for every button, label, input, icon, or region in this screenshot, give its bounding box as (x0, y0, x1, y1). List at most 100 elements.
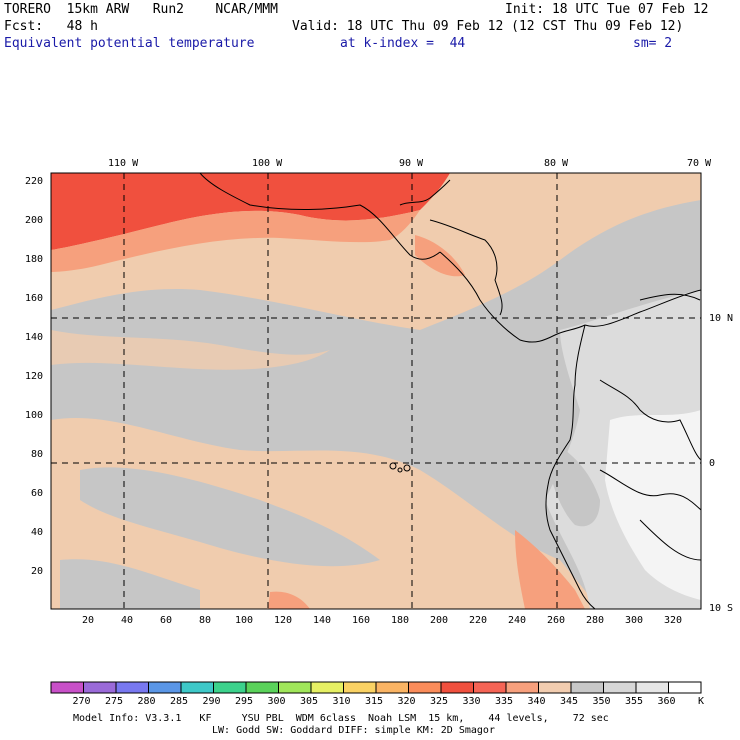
colorbar-level-label: 300 (267, 696, 286, 707)
x-tick: 20 (82, 615, 95, 626)
border-colombia (599, 379, 701, 461)
y-tick: 220 (25, 176, 44, 187)
x-tick: 180 (391, 615, 410, 626)
field-shading-salmon-north (51, 210, 420, 272)
lat-label-10s: 10 S (709, 603, 734, 614)
colorbar-swatch (148, 681, 182, 694)
x-tick: 220 (469, 615, 488, 626)
coastline-central-america (439, 251, 586, 343)
colorbar-swatch (538, 681, 572, 694)
border-peru-brazil (599, 469, 701, 561)
colorbar-level-label: 290 (202, 696, 221, 707)
init-time: Init: 18 UTC Tue 07 Feb 12 (505, 2, 709, 17)
y-tick: 120 (25, 371, 44, 382)
colorbar-level-label: 315 (365, 696, 384, 707)
colorbar-swatch (440, 681, 474, 694)
x-tick: 40 (121, 615, 134, 626)
y-tick: 160 (25, 293, 44, 304)
field-shading-pale-mid (51, 330, 330, 370)
field-shading-salmon-gulf (415, 235, 465, 277)
x-tick: 200 (430, 615, 449, 626)
colorbar-swatch (343, 681, 377, 694)
y-tick: 20 (31, 566, 44, 577)
x-tick: 140 (313, 615, 332, 626)
lon-label-110w: 110 W (108, 158, 139, 169)
y-tick: 180 (25, 254, 44, 265)
k-index-label: at k-index = 44 (340, 36, 466, 51)
coastline-cuba (639, 293, 701, 301)
colorbar-swatch (213, 681, 247, 694)
colorbar-level-label: 330 (462, 696, 481, 707)
colorbar-level-label: 280 (137, 696, 156, 707)
colorbar-swatch (115, 681, 149, 694)
colorbar-swatch (180, 681, 214, 694)
coastline-mexico (199, 173, 441, 260)
colorbar-swatch (83, 681, 117, 694)
colorbar-swatch (310, 681, 344, 694)
colorbar-swatch (603, 681, 637, 694)
colorbar-swatch (375, 681, 409, 694)
colorbar-level-label: 305 (300, 696, 319, 707)
colorbar-swatch (50, 681, 84, 694)
x-tick: 280 (586, 615, 605, 626)
colorbar-swatch (570, 681, 604, 694)
colorbar-level-label: 285 (170, 696, 189, 707)
map-frame (50, 172, 702, 610)
lon-label-90w: 90 W (399, 158, 424, 169)
colorbar-swatch (245, 681, 279, 694)
model-info: Model Info: V3.3.1 KF YSU PBL WDM 6class… (73, 713, 609, 724)
colorbar-swatch (505, 681, 539, 694)
colorbar-level-label: 335 (495, 696, 514, 707)
colorbar-level-label: 355 (625, 696, 644, 707)
x-tick: 240 (508, 615, 527, 626)
y-tick: 40 (31, 527, 44, 538)
galapagos-islands (389, 462, 411, 473)
lat-label-10n: 10 N (709, 313, 734, 324)
valid-time: Valid: 18 UTC Thu 09 Feb 12 (12 CST Thu … (292, 19, 684, 34)
colorbar-swatch (635, 681, 669, 694)
physics-info: LW: Godd SW: Goddard DIFF: simple KM: 2D… (212, 725, 495, 736)
x-tick: 80 (199, 615, 212, 626)
colorbar-level-label: 345 (560, 696, 579, 707)
colorbar-swatch (278, 681, 312, 694)
lat-label-0: 0 (709, 458, 716, 469)
y-tick: 100 (25, 410, 44, 421)
x-tick: 60 (160, 615, 173, 626)
field-shading-salmon-south (268, 591, 310, 609)
x-tick: 320 (664, 615, 683, 626)
colorbar-level-label: 340 (527, 696, 546, 707)
coastline-caribbean (429, 219, 503, 316)
colorbar-unit: K (698, 696, 705, 707)
colorbar-level-label: 275 (105, 696, 124, 707)
smoothing-label: sm= 2 (633, 36, 673, 51)
colorbar-swatch (408, 681, 442, 694)
colorbar-swatch (473, 681, 507, 694)
y-tick: 60 (31, 488, 44, 499)
forecast-hour: Fcst: 48 h (4, 19, 98, 34)
colorbar-level-label: 310 (332, 696, 351, 707)
field-shading-gray-south-1 (80, 467, 380, 567)
model-title: TORERO 15km ARW Run2 NCAR/MMM (4, 2, 278, 17)
colorbar-level-label: 270 (72, 696, 91, 707)
x-tick: 120 (274, 615, 293, 626)
colorbar-swatch (668, 681, 702, 694)
colorbar-level-label: 350 (592, 696, 611, 707)
coastline-yucatan (399, 179, 451, 206)
colorbar-level-label: 325 (430, 696, 449, 707)
field-shading-salmon-peru (515, 530, 585, 609)
field-shading-pale-south (51, 417, 600, 609)
field-shading-gray-south-2 (60, 559, 200, 609)
x-tick: 160 (352, 615, 371, 626)
field-shading-gray-ecuador (548, 440, 600, 527)
y-tick: 80 (31, 449, 44, 460)
x-tick: 100 (235, 615, 254, 626)
lon-label-80w: 80 W (544, 158, 569, 169)
lon-label-70w: 70 W (687, 158, 712, 169)
lon-label-100w: 100 W (252, 158, 283, 169)
colorbar-level-label: 320 (397, 696, 416, 707)
colorbar-level-label: 295 (235, 696, 254, 707)
field-shading-red-north (51, 173, 450, 250)
colorbar-level-label: 360 (657, 696, 676, 707)
x-tick: 300 (625, 615, 644, 626)
x-tick: 260 (547, 615, 566, 626)
